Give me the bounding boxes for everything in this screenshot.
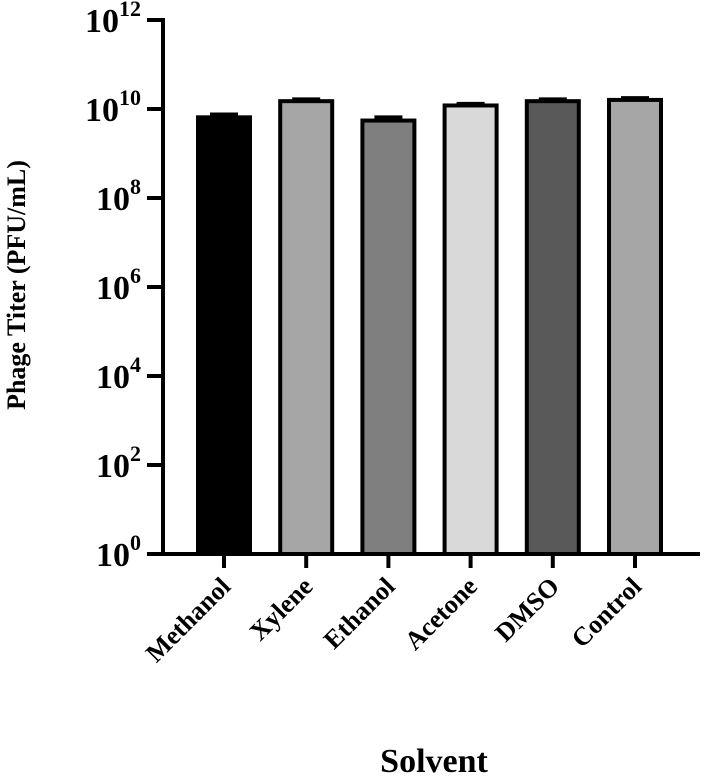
x-tick-label: Control — [566, 572, 647, 653]
y-tick-label: 106 — [96, 263, 141, 307]
bar-acetone — [442, 103, 499, 556]
x-tick-label: Ethanol — [318, 572, 401, 655]
x-tick-label: DMSO — [489, 572, 565, 648]
bar-control — [607, 97, 663, 557]
bar-xylene — [278, 99, 335, 556]
y-tick-label: 104 — [96, 352, 141, 396]
y-tick-label: 1012 — [85, 0, 141, 40]
y-tick-label: 100 — [96, 530, 141, 574]
x-tick-label: Acetone — [399, 572, 483, 656]
y-tick-label: 108 — [96, 174, 141, 218]
bar-ethanol — [360, 118, 417, 556]
bar-dmso — [524, 99, 581, 556]
y-axis-title: Phage Titer (PFU/mL) — [2, 160, 31, 410]
x-axis-title: Solvent — [380, 743, 488, 780]
bar-methanol — [196, 115, 252, 557]
y-tick-label: 1010 — [85, 85, 141, 129]
x-tick-label: Xylene — [244, 572, 319, 647]
y-tick-label: 102 — [96, 441, 141, 485]
x-tick-label: Methanol — [140, 572, 236, 668]
